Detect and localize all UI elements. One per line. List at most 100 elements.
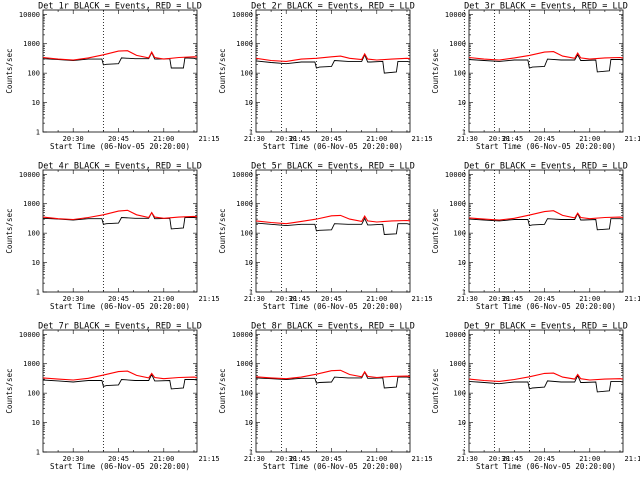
y-tick-label: 1000	[23, 360, 40, 368]
y-axis-label: Counts/sec	[5, 368, 14, 413]
lld-series-line	[255, 214, 411, 225]
x-tick-label: 21:30	[457, 295, 478, 303]
x-tick-label: 21:45	[289, 295, 310, 303]
events-series-line	[255, 53, 411, 74]
y-tick-label: 100	[27, 230, 40, 238]
x-axis-label: Start Time (06-Nov-05 20:20:00)	[476, 302, 616, 311]
y-tick-label: 100	[27, 390, 40, 398]
x-tick-label: 21:00	[153, 295, 174, 303]
events-series-line	[468, 53, 624, 73]
chart-panel-1: Det 1r BLACK = Events, RED = LLD 1 10 100 10…	[5, 2, 310, 152]
y-tick-label: 1	[462, 129, 466, 137]
plot-frame	[468, 9, 624, 133]
chart-panel-7: Det 7r BLACK = Events, RED = LLD 1 10 100 10…	[5, 322, 310, 472]
x-tick-label: 21:30	[244, 455, 265, 463]
y-tick-label: 1	[462, 289, 466, 297]
x-tick-label: 21:30	[457, 455, 478, 463]
y-tick-label: 10000	[19, 11, 40, 19]
x-tick-label: 20:30	[276, 135, 297, 143]
plot-frame	[468, 169, 624, 293]
x-tick-label: 21:00	[366, 455, 387, 463]
y-tick-label: 10000	[445, 11, 466, 19]
chart-title: Det 1r BLACK = Events, RED = LLD	[38, 2, 202, 12]
y-tick-label: 1000	[23, 200, 40, 208]
y-tick-label: 1000	[236, 360, 253, 368]
chart-panel-6: Det 6r BLACK = Events, RED = LLD 1 10 100 10…	[431, 162, 640, 312]
x-tick-label: 21:45	[289, 135, 310, 143]
y-tick-label: 10	[32, 419, 40, 427]
y-tick-label: 10000	[445, 171, 466, 179]
x-tick-label: 20:30	[63, 295, 84, 303]
x-tick-label: 21:00	[366, 295, 387, 303]
x-tick-label: 21:15	[199, 135, 220, 143]
y-axis-label: Counts/sec	[5, 48, 14, 93]
y-tick-label: 1000	[449, 200, 466, 208]
lld-series-line	[42, 209, 198, 221]
y-tick-label: 10	[245, 419, 253, 427]
x-tick-label: 20:45	[108, 455, 129, 463]
y-tick-label: 100	[453, 230, 466, 238]
y-tick-label: 1000	[23, 40, 40, 48]
plot-frame	[255, 169, 411, 293]
y-tick-label: 1	[249, 449, 253, 457]
y-axis-label: Counts/sec	[218, 368, 227, 413]
x-tick-label: 21:30	[244, 295, 265, 303]
x-tick-label: 21:15	[412, 295, 433, 303]
x-axis-label: Start Time (06-Nov-05 20:20:00)	[263, 142, 403, 151]
y-tick-label: 1	[36, 289, 40, 297]
y-tick-label: 1000	[449, 360, 466, 368]
x-axis-label: Start Time (06-Nov-05 20:20:00)	[476, 142, 616, 151]
y-tick-label: 100	[27, 70, 40, 78]
x-tick-label: 21:00	[579, 135, 600, 143]
chart-panel-9: Det 9r BLACK = Events, RED = LLD 1 10 100 10…	[431, 322, 640, 472]
plot-frame	[42, 329, 198, 453]
chart-panel-8: Det 8r BLACK = Events, RED = LLD 1 10 100 10…	[218, 322, 523, 472]
y-tick-label: 1	[36, 449, 40, 457]
lld-series-line	[255, 52, 411, 62]
y-tick-label: 1	[249, 289, 253, 297]
x-tick-label: 20:45	[321, 135, 342, 143]
x-axis-label: Start Time (06-Nov-05 20:20:00)	[476, 462, 616, 471]
chart-panel-5: Det 5r BLACK = Events, RED = LLD 1 10 100 10…	[218, 162, 523, 312]
y-tick-label: 10	[245, 99, 253, 107]
y-tick-label: 100	[453, 70, 466, 78]
y-tick-label: 10000	[19, 331, 40, 339]
x-tick-label: 21:45	[289, 455, 310, 463]
lld-series-line	[42, 370, 198, 381]
x-tick-label: 20:45	[534, 295, 555, 303]
y-tick-label: 1000	[449, 40, 466, 48]
x-tick-label: 21:45	[502, 455, 523, 463]
x-tick-label: 20:45	[534, 135, 555, 143]
x-tick-label: 21:45	[502, 295, 523, 303]
x-tick-label: 20:45	[108, 295, 129, 303]
y-axis-label: Counts/sec	[5, 208, 14, 253]
x-tick-label: 21:15	[625, 135, 640, 143]
x-tick-label: 21:15	[199, 455, 220, 463]
x-tick-label: 21:30	[457, 135, 478, 143]
chart-panel-2: Det 2r BLACK = Events, RED = LLD 1 10 100 10…	[218, 2, 523, 152]
x-axis-label: Start Time (06-Nov-05 20:20:00)	[50, 302, 190, 311]
chart-title: Det 9r BLACK = Events, RED = LLD	[464, 322, 628, 332]
y-tick-label: 10000	[232, 171, 253, 179]
y-tick-label: 100	[240, 230, 253, 238]
events-series-line	[42, 51, 198, 69]
x-tick-label: 21:00	[366, 135, 387, 143]
plot-frame	[468, 329, 624, 453]
x-tick-label: 21:15	[625, 455, 640, 463]
x-tick-label: 21:15	[625, 295, 640, 303]
lld-series-line	[468, 51, 624, 61]
x-axis-label: Start Time (06-Nov-05 20:20:00)	[50, 462, 190, 471]
y-axis-label: Counts/sec	[218, 208, 227, 253]
y-tick-label: 1000	[236, 200, 253, 208]
chart-title: Det 2r BLACK = Events, RED = LLD	[251, 2, 415, 12]
plot-frame	[255, 9, 411, 133]
chart-panel-4: Det 4r BLACK = Events, RED = LLD 1 10 100 10…	[5, 162, 310, 312]
events-series-line	[255, 371, 411, 389]
events-series-line	[468, 212, 624, 231]
x-axis-label: Start Time (06-Nov-05 20:20:00)	[263, 462, 403, 471]
y-tick-label: 10000	[19, 171, 40, 179]
x-tick-label: 21:00	[579, 295, 600, 303]
y-tick-label: 1	[36, 129, 40, 137]
x-axis-label: Start Time (06-Nov-05 20:20:00)	[263, 302, 403, 311]
